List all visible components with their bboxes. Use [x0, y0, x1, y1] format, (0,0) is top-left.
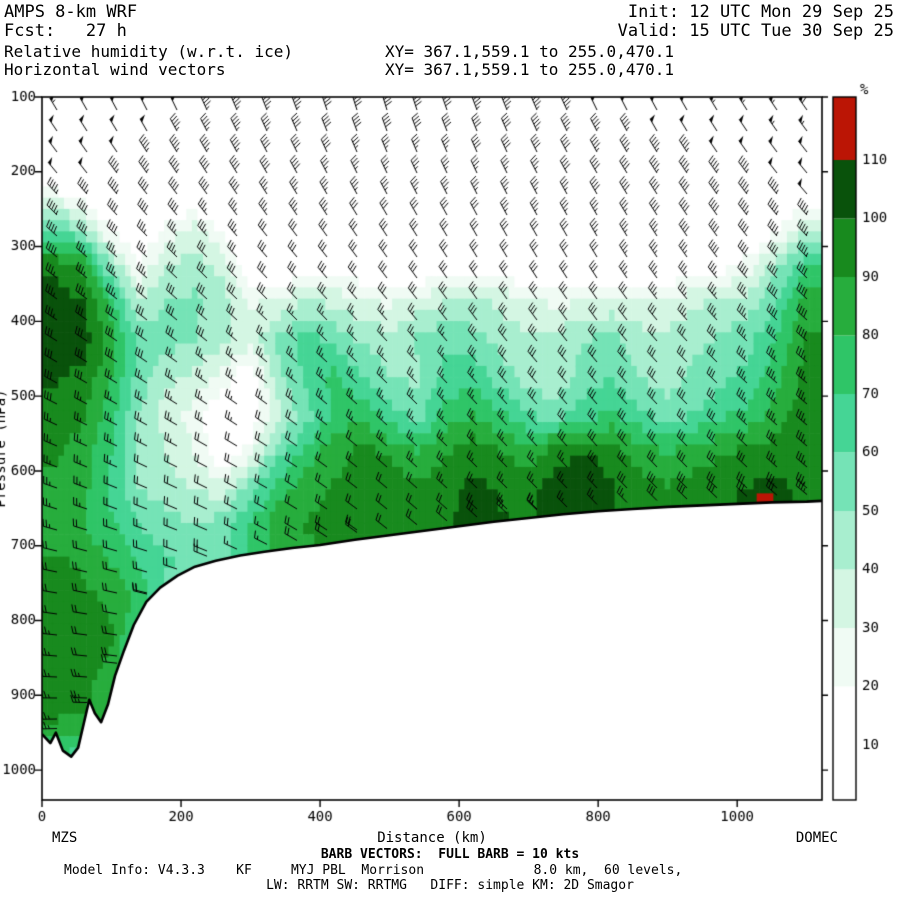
valid-time: Valid: 15 UTC Tue 30 Sep 25 — [617, 21, 894, 41]
forecast-hour: Fcst: 27 h — [4, 21, 127, 41]
x-axis-left-station: MZS — [52, 830, 78, 846]
xy-range-1: XY= 367.1,559.1 to 255.0,470.1 — [385, 42, 674, 61]
field-label-rh: Relative humidity (w.r.t. ice) — [4, 42, 293, 61]
physics-info: LW: RRTM SW: RRTMG DIFF: simple KM: 2D S… — [266, 878, 634, 893]
xy-range-2: XY= 367.1,559.1 to 255.0,470.1 — [385, 60, 674, 79]
x-axis-title: Distance (km) — [377, 830, 487, 846]
field-label-wind: Horizontal wind vectors — [4, 60, 226, 79]
model-title: AMPS 8-km WRF — [4, 2, 138, 22]
model-info: Model Info: V4.3.3 KF MYJ PBL Morrison 8… — [64, 863, 683, 878]
init-time: Init: 12 UTC Mon 29 Sep 25 — [627, 2, 894, 22]
x-axis-right-station: DOMEC — [795, 830, 838, 846]
barb-legend: BARB VECTORS: FULL BARB = 10 kts — [320, 847, 580, 862]
